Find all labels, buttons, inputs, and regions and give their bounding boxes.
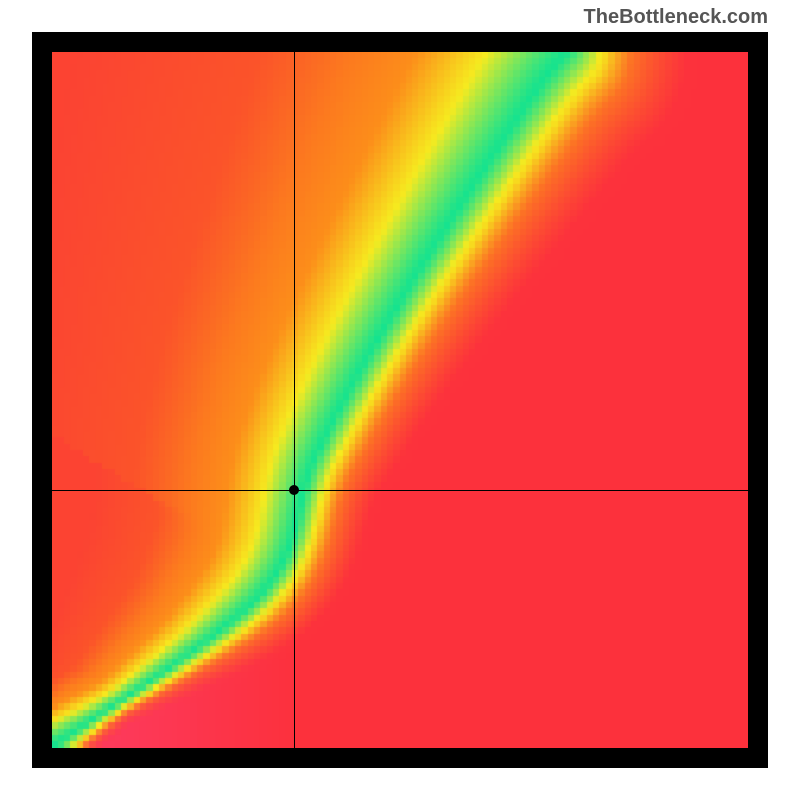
crosshair-horizontal xyxy=(52,490,748,491)
crosshair-vertical xyxy=(294,52,295,748)
chart-frame xyxy=(32,32,768,768)
crosshair-marker xyxy=(289,485,299,495)
root: TheBottleneck.com xyxy=(0,0,800,800)
heatmap-canvas xyxy=(52,52,748,748)
watermark-text: TheBottleneck.com xyxy=(584,6,768,29)
